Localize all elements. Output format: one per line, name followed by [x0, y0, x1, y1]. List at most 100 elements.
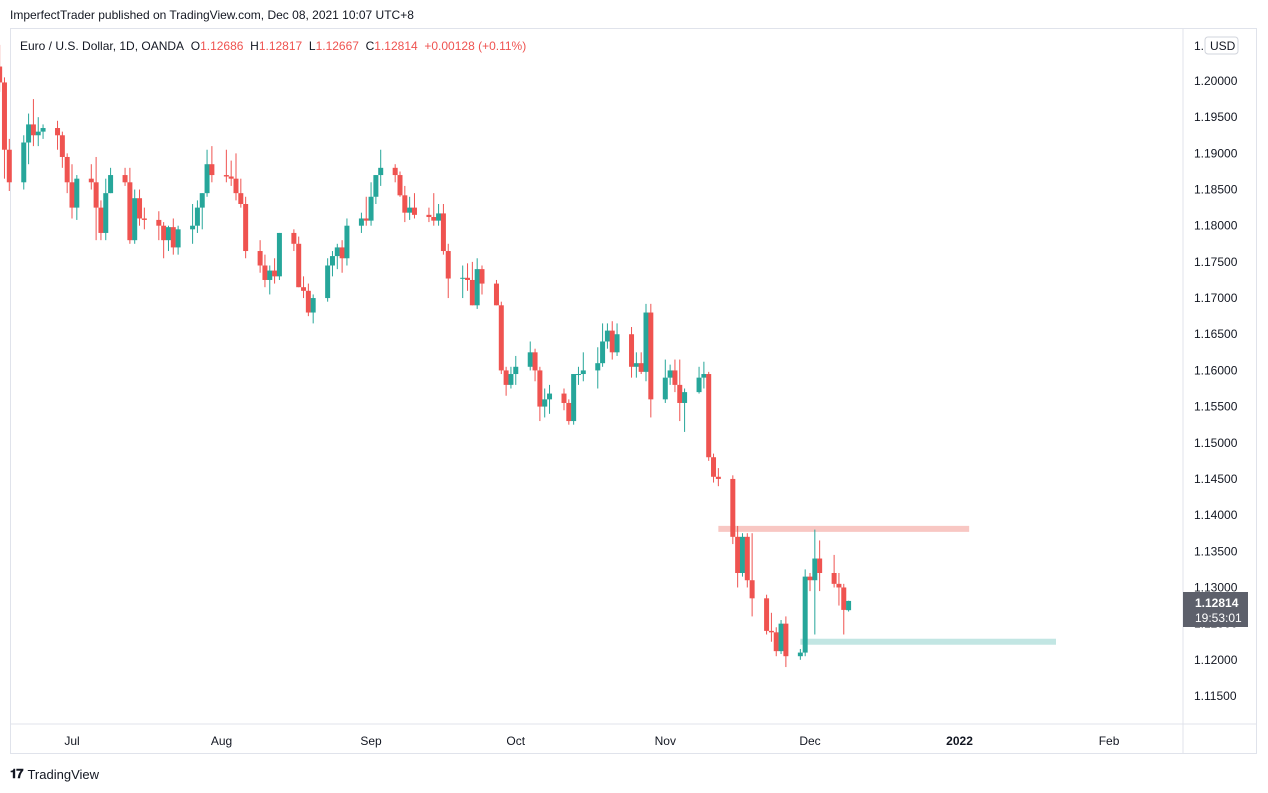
- candle-body: [817, 558, 823, 573]
- candle-body: [373, 175, 379, 197]
- candle: [161, 222, 167, 259]
- candle-body: [305, 290, 311, 313]
- candle-body: [127, 182, 133, 241]
- candle-body: [392, 167, 398, 176]
- chart-legend: Euro / U.S. Dollar, 1D, OANDA O1.12686 H…: [20, 39, 526, 53]
- candle: [334, 243, 340, 270]
- price-tick-label: 1.13500: [1194, 544, 1238, 558]
- close-label: C: [365, 39, 375, 53]
- candle: [600, 323, 606, 367]
- candle: [706, 371, 712, 461]
- candle-body: [165, 227, 171, 241]
- tradingview-brand[interactable]: 𝟏𝟕 TradingView: [10, 766, 99, 782]
- candle: [609, 321, 615, 360]
- candle-body: [267, 270, 273, 280]
- candle: [431, 193, 437, 226]
- candle-body: [547, 393, 553, 400]
- candle-body: [310, 298, 316, 313]
- price-tick-label: 1.11500: [1194, 689, 1237, 703]
- candle-body: [633, 363, 639, 367]
- candle: [426, 207, 432, 223]
- candle-body: [807, 576, 813, 581]
- candle: [440, 204, 446, 255]
- candle: [325, 258, 331, 302]
- candle: [59, 131, 65, 168]
- candle-body: [74, 178, 80, 208]
- candle-body: [0, 66, 3, 83]
- candle: [199, 193, 205, 230]
- candle-body: [21, 142, 27, 183]
- close-value: 1.12814: [374, 39, 418, 53]
- candle: [238, 178, 244, 208]
- time-tick-label: Jul: [64, 734, 79, 748]
- candle-body: [566, 402, 572, 422]
- candle: [677, 359, 683, 422]
- candle: [373, 175, 379, 204]
- high-label: H: [250, 39, 259, 53]
- candle-body: [35, 131, 41, 136]
- time-tick-label: Dec: [799, 734, 820, 748]
- candle-body: [243, 204, 249, 252]
- candle-body: [55, 128, 61, 136]
- candle-body: [614, 334, 620, 353]
- candle: [397, 171, 403, 197]
- candle-body: [571, 374, 577, 422]
- support-zone[interactable]: [800, 638, 1056, 645]
- candle: [532, 348, 538, 382]
- candle-body: [59, 135, 65, 157]
- candle: [633, 352, 639, 378]
- candle-body: [122, 175, 128, 183]
- candle: [735, 525, 741, 588]
- low-label: L: [308, 39, 316, 53]
- candle: [35, 117, 41, 147]
- time-tick-label: Feb: [1099, 734, 1120, 748]
- candle: [783, 616, 789, 668]
- candle: [715, 468, 721, 487]
- candle-body: [175, 229, 181, 248]
- price-tick-label: 1.14500: [1194, 472, 1238, 486]
- candle-body: [363, 218, 369, 221]
- candle: [339, 240, 345, 273]
- candle: [257, 240, 263, 273]
- candle-body: [378, 167, 384, 176]
- candle: [0, 44, 3, 92]
- candle-body: [739, 536, 745, 573]
- candle-body: [580, 370, 586, 375]
- candle-body: [715, 476, 721, 479]
- resistance-zone[interactable]: [718, 525, 970, 532]
- candle-body: [190, 225, 196, 230]
- candle: [744, 533, 750, 588]
- publisher-caption: ImperfectTrader published on TradingView…: [10, 8, 414, 22]
- candle-body: [773, 632, 779, 652]
- candle: [223, 149, 229, 183]
- candle-body: [426, 214, 432, 218]
- candle-body: [98, 207, 104, 233]
- candle: [508, 366, 514, 389]
- candle-body: [132, 198, 138, 241]
- currency-label: USD: [1210, 39, 1236, 53]
- candle: [88, 164, 94, 190]
- candle-body: [532, 352, 538, 371]
- candle-body: [40, 128, 46, 132]
- price-tick-label: 1.17500: [1194, 255, 1238, 269]
- candle: [141, 207, 147, 230]
- candle: [262, 254, 268, 288]
- candle-body: [368, 196, 374, 221]
- last-price-label: 1.12814: [1195, 596, 1239, 610]
- candle: [778, 620, 784, 655]
- candle: [363, 196, 369, 226]
- candle-body: [1, 82, 7, 150]
- currency-button[interactable]: USD: [1204, 36, 1239, 55]
- candle-body: [561, 393, 567, 403]
- candle-body: [802, 576, 808, 653]
- candle: [764, 594, 770, 635]
- candle: [358, 212, 364, 233]
- candle-body: [677, 384, 683, 403]
- open-value: 1.12686: [200, 39, 244, 53]
- candle: [643, 303, 649, 382]
- price-tick-label: 1.15000: [1194, 436, 1238, 450]
- price-axis-top-partial: 1.: [1194, 39, 1204, 53]
- candle-body: [542, 399, 548, 407]
- candle: [132, 189, 138, 244]
